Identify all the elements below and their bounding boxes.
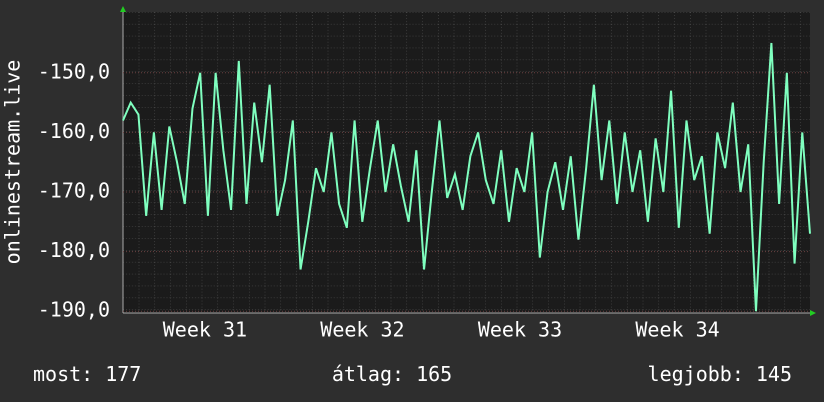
- data-line: [122, 42, 811, 312]
- stat-value: 177: [105, 362, 141, 386]
- stat-label: legjobb:: [648, 362, 744, 386]
- y-tick-label: -180,0: [38, 238, 110, 262]
- y-axis-label: onlinestream.live: [1, 60, 25, 265]
- axis-arrow: [120, 6, 126, 12]
- minor-grid: [123, 12, 810, 313]
- x-tick-label: Week 34: [635, 318, 719, 342]
- y-tick-label: -160,0: [38, 119, 110, 143]
- y-tick-label: -190,0: [38, 298, 110, 322]
- stat-label: most:: [33, 362, 93, 386]
- x-tick-label: Week 32: [320, 318, 404, 342]
- stat-value: 165: [416, 362, 452, 386]
- y-tick-label: -170,0: [38, 179, 110, 203]
- stat-label: átlag:: [332, 362, 404, 386]
- stat-value: 145: [756, 362, 792, 386]
- y-tick-label: -150,0: [38, 59, 110, 83]
- x-tick-label: Week 31: [163, 318, 247, 342]
- x-tick-label: Week 33: [478, 318, 562, 342]
- stat: legjobb: 145: [648, 362, 792, 386]
- stat: most: 177: [33, 362, 141, 386]
- stat: átlag: 165: [332, 362, 452, 386]
- axis-arrow: [810, 310, 816, 316]
